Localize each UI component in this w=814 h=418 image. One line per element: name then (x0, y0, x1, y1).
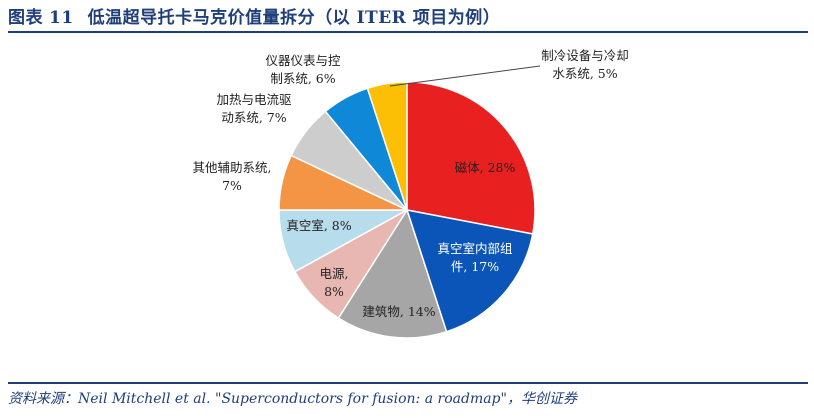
figure-label: 图表 (8, 8, 43, 28)
slice-label: 电源, 8% (320, 266, 349, 299)
figure-title: 图表 11 低温超导托卡马克价值量拆分（以 ITER 项目为例） (8, 3, 500, 28)
slice-label-line: 电源, (320, 266, 349, 281)
slice-label-line: 7% (222, 178, 242, 193)
slice-label-line: 磁体, 28% (455, 160, 516, 175)
pie-slice (405, 209, 534, 333)
slice-label-line: 加热与电流驱 (216, 92, 291, 107)
slice-label-line: 建筑物, 14% (362, 304, 435, 319)
slice-label-line: 制冷设备与冷却 (541, 48, 629, 63)
source-note: 资料来源：Neil Mitchell et al. "Superconducto… (8, 391, 577, 407)
pie-labels: 磁体, 28% 真空室内部组件, 17% 建筑物, 14% 电源, 8% 真空室, 8% 其… (193, 48, 629, 319)
slice-label: 真空室, 8% (286, 218, 351, 233)
figure-number: 11 (49, 8, 74, 28)
slice-label-line: 件, 17% (451, 259, 499, 274)
slice-label: 磁体, 28% (455, 160, 516, 175)
figure-title-text: 低温超导托卡马克价值量拆分（以 ITER 项目为例） (87, 8, 501, 28)
pie-slices (278, 81, 536, 339)
slice-label: 其他辅助系统, 7% (193, 160, 272, 193)
slice-label-line: 水系统, 5% (552, 66, 617, 81)
slice-label-line: 动系统, 7% (221, 110, 286, 125)
slice-label-line: 仪器仪表与控 (265, 53, 341, 68)
slice-label-line: 真空室, 8% (286, 218, 351, 233)
source-rule (8, 382, 808, 384)
slice-label-line: 其他辅助系统, (193, 160, 272, 175)
pie-slice (406, 81, 536, 235)
slice-label-line: 制系统, 6% (270, 71, 335, 86)
slice-label-line: 真空室内部组 (437, 241, 512, 256)
slice-label: 建筑物, 14% (362, 304, 435, 319)
title-rule (8, 31, 808, 33)
slice-label: 真空室内部组件, 17% (437, 241, 512, 274)
pie-slice (366, 81, 408, 211)
leader-line (389, 65, 541, 87)
pie-slice (337, 208, 448, 339)
slice-label-line: 8% (324, 284, 344, 299)
slice-label: 仪器仪表与控制系统, 6% (265, 53, 341, 86)
slice-label: 加热与电流驱动系统, 7% (216, 92, 291, 125)
slice-label: 制冷设备与冷却水系统, 5% (541, 48, 629, 81)
